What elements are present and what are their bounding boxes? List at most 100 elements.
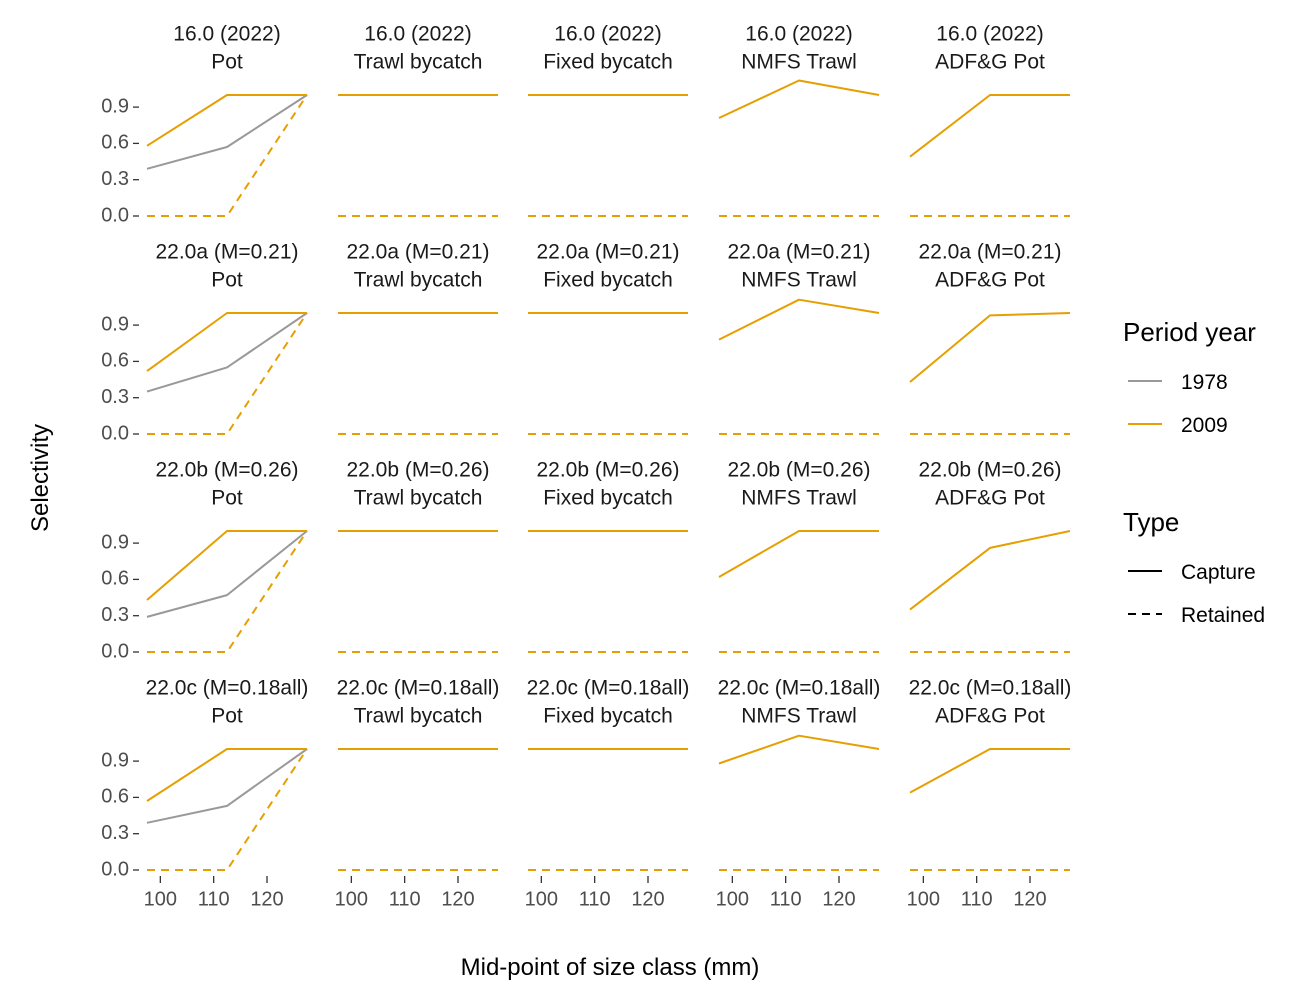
x-tick-label: 120 <box>1013 888 1046 910</box>
strip-model-label: 16.0 (2022) <box>554 23 661 46</box>
panel: 16.0 (2022) ADF&G Pot <box>909 23 1070 217</box>
strip-fleet-label: NMFS Trawl <box>741 487 857 510</box>
legend-period-title: Period year <box>1123 317 1256 347</box>
legend-capture-label: Capture <box>1181 561 1256 584</box>
x-tick-label: 110 <box>770 888 802 910</box>
x-tick-label: 120 <box>822 888 855 910</box>
panel: 16.0 (2022) Fixed bycatch <box>528 23 688 217</box>
panel: 22.0c (M=0.18all) Trawl bycatch 100 110 120 <box>335 677 500 911</box>
series-1978-capture <box>146 748 308 824</box>
strip-fleet-label: NMFS Trawl <box>741 269 857 292</box>
panel: 16.0 (2022) NMFS Trawl <box>718 23 880 217</box>
series-2009-retained <box>147 312 308 435</box>
strip-fleet-label: Trawl bycatch <box>354 269 483 292</box>
series-2009-capture <box>909 94 1070 158</box>
strip-fleet-label: Trawl bycatch <box>354 487 483 510</box>
x-tick-label: 120 <box>441 888 474 910</box>
panel: 16.0 (2022) Pot 0.0 0.3 0.6 0.9 <box>101 23 308 226</box>
series-2009-capture <box>146 748 307 802</box>
strip-fleet-label: Fixed bycatch <box>543 269 673 292</box>
series-2009-capture <box>909 530 1071 611</box>
panel: 22.0a (M=0.21) Trawl bycatch <box>338 241 498 435</box>
series-1978-capture <box>146 94 308 170</box>
legend-retained-label: Retained <box>1181 604 1265 627</box>
strip-model-label: 16.0 (2022) <box>364 23 471 46</box>
panel: 22.0a (M=0.21) Pot 0.0 0.3 0.6 0.9 <box>101 241 308 444</box>
y-tick-label: 0.3 <box>101 822 129 844</box>
y-tick-label: 0.9 <box>101 95 129 117</box>
series-2009-capture <box>909 312 1071 383</box>
series-2009-capture <box>146 312 307 372</box>
y-tick-label: 0.9 <box>101 749 129 771</box>
panel: 22.0c (M=0.18all) NMFS Trawl 100 110 120 <box>716 677 881 911</box>
strip-model-label: 22.0c (M=0.18all) <box>718 677 881 700</box>
strip-model-label: 16.0 (2022) <box>936 23 1043 46</box>
strip-model-label: 22.0c (M=0.18all) <box>909 677 1072 700</box>
strip-fleet-label: NMFS Trawl <box>741 705 857 728</box>
strip-fleet-label: Pot <box>211 51 243 74</box>
strip-fleet-label: Pot <box>211 705 243 728</box>
strip-fleet-label: Fixed bycatch <box>543 51 673 74</box>
strip-model-label: 22.0b (M=0.26) <box>155 459 298 482</box>
series-2009-capture <box>909 748 1070 794</box>
strip-model-label: 22.0a (M=0.21) <box>346 241 489 264</box>
series-1978-capture <box>146 312 308 393</box>
panel: 22.0b (M=0.26) NMFS Trawl <box>718 459 879 653</box>
x-tick-label: 120 <box>250 888 283 910</box>
strip-fleet-label: ADF&G Pot <box>935 269 1045 292</box>
x-tick-label: 100 <box>907 888 940 910</box>
legend-type-title: Type <box>1123 507 1179 537</box>
strip-fleet-label: ADF&G Pot <box>935 705 1045 728</box>
x-tick-label: 100 <box>716 888 749 910</box>
x-tick-label: 100 <box>335 888 368 910</box>
strip-model-label: 16.0 (2022) <box>745 23 852 46</box>
y-tick-label: 0.3 <box>101 168 129 190</box>
strip-model-label: 22.0b (M=0.26) <box>536 459 679 482</box>
series-2009-capture <box>146 94 307 147</box>
y-tick-label: 0.6 <box>101 350 129 372</box>
y-tick-label: 0.0 <box>101 422 129 444</box>
y-tick-label: 0.6 <box>101 132 129 154</box>
y-tick-label: 0.6 <box>101 786 129 808</box>
panel: 22.0a (M=0.21) Fixed bycatch <box>528 241 688 435</box>
strip-fleet-label: Trawl bycatch <box>354 51 483 74</box>
panel: 22.0b (M=0.26) Pot 0.0 0.3 0.6 0.9 <box>101 459 308 662</box>
strip-model-label: 22.0a (M=0.21) <box>155 241 298 264</box>
strip-fleet-label: Pot <box>211 269 243 292</box>
series-1978-capture <box>146 530 308 618</box>
series-2009-capture <box>718 734 880 765</box>
legend: Period year 1978 2009 Type Capture Retai… <box>1123 317 1265 627</box>
strip-fleet-label: Pot <box>211 487 243 510</box>
x-tick-label: 110 <box>579 888 611 910</box>
strip-model-label: 22.0c (M=0.18all) <box>337 677 500 700</box>
series-2009-capture <box>718 298 880 341</box>
panel: 22.0a (M=0.21) NMFS Trawl <box>718 241 880 435</box>
y-tick-label: 0.0 <box>101 204 129 226</box>
strip-fleet-label: Fixed bycatch <box>543 487 673 510</box>
panel: 22.0c (M=0.18all) ADF&G Pot 100 110 120 <box>907 677 1072 911</box>
y-tick-label: 0.0 <box>101 858 129 880</box>
series-2009-retained <box>147 94 308 217</box>
strip-fleet-label: Trawl bycatch <box>354 705 483 728</box>
y-tick-label: 0.9 <box>101 531 129 553</box>
strip-model-label: 22.0b (M=0.26) <box>727 459 870 482</box>
panel-grid: 16.0 (2022) Pot 0.0 0.3 0.6 0.9 16.0 (2022) Tra… <box>101 23 1071 911</box>
panel: 16.0 (2022) Trawl bycatch <box>338 23 498 217</box>
strip-model-label: 16.0 (2022) <box>173 23 280 46</box>
series-2009-capture <box>718 530 879 578</box>
x-tick-label: 110 <box>198 888 230 910</box>
x-tick-label: 100 <box>144 888 177 910</box>
strip-model-label: 22.0a (M=0.21) <box>727 241 870 264</box>
strip-model-label: 22.0c (M=0.18all) <box>146 677 309 700</box>
strip-fleet-label: ADF&G Pot <box>935 51 1045 74</box>
strip-model-label: 22.0c (M=0.18all) <box>527 677 690 700</box>
panel: 22.0c (M=0.18all) Pot 0.0 0.3 0.6 0.9 100 110 12… <box>101 677 308 911</box>
series-2009-capture <box>718 79 880 119</box>
strip-model-label: 22.0a (M=0.21) <box>536 241 679 264</box>
y-tick-label: 0.3 <box>101 386 129 408</box>
series-2009-capture <box>146 530 307 601</box>
y-tick-label: 0.6 <box>101 568 129 590</box>
x-tick-label: 120 <box>631 888 664 910</box>
